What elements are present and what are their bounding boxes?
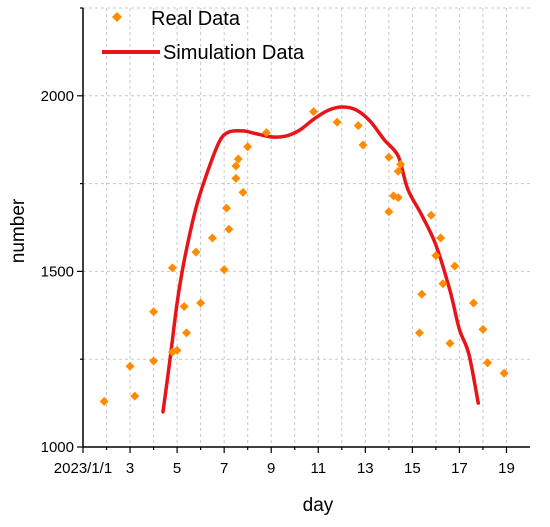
real-data-point: [231, 161, 241, 171]
legend: Real Data Simulation Data: [102, 8, 305, 64]
real-data-point: [182, 328, 192, 338]
simulation-line: [161, 105, 480, 414]
legend-real-data-marker: [112, 12, 122, 22]
x-tick-label: 5: [173, 460, 181, 477]
real-data-point: [358, 140, 368, 150]
real-data-point: [233, 154, 243, 164]
real-data-point: [219, 265, 229, 275]
real-data-point: [191, 247, 201, 257]
x-tick-label: 11: [310, 460, 326, 477]
simulation-data-line: [161, 105, 480, 414]
real-data-point: [243, 142, 253, 152]
real-data-point: [431, 251, 441, 261]
real-data-point: [384, 207, 394, 217]
real-data-point: [262, 128, 272, 138]
real-data-point: [179, 302, 189, 312]
y-tick-label: 2000: [41, 88, 74, 105]
real-data-point: [396, 159, 406, 169]
real-data-point: [238, 187, 248, 197]
real-data-point: [309, 107, 319, 117]
real-data-point: [149, 356, 159, 366]
x-tick-label: 9: [267, 460, 275, 477]
real-data-point: [149, 307, 159, 317]
real-data-point: [231, 173, 241, 183]
x-tick-label: 3: [126, 460, 134, 477]
real-data-point: [99, 396, 109, 406]
real-data-point: [224, 224, 234, 234]
real-data-point: [172, 345, 182, 355]
real-data-point: [222, 203, 232, 213]
x-tick-label: 15: [404, 460, 421, 477]
grid: [83, 7, 530, 447]
real-data-point: [436, 233, 446, 243]
real-data-point: [438, 279, 448, 289]
y-tick-label: 1000: [41, 439, 74, 456]
real-data-point: [393, 166, 403, 176]
x-axis-title: day: [303, 495, 334, 516]
real-data-point: [483, 358, 493, 368]
legend-real-data-label: Real Data: [151, 8, 241, 30]
real-data-point: [445, 338, 455, 348]
x-tick-label: 2023/1/1: [54, 460, 112, 477]
real-data-point: [393, 193, 403, 203]
real-data-point: [130, 391, 140, 401]
real-data-point: [125, 361, 135, 371]
x-tick-label: 19: [498, 460, 515, 477]
real-data-point: [332, 117, 342, 127]
axes: [77, 7, 530, 453]
real-data-point: [450, 261, 460, 271]
legend-simulation-data-label: Simulation Data: [163, 42, 305, 64]
real-data-point: [196, 298, 206, 308]
x-tick-label: 13: [357, 460, 374, 477]
real-data-point: [417, 289, 427, 299]
real-data-point: [353, 121, 363, 131]
real-data-point: [478, 324, 488, 334]
y-axis-title: number: [8, 198, 29, 263]
real-data-point: [414, 328, 424, 338]
real-data-points: [99, 107, 509, 406]
real-data-point: [469, 298, 479, 308]
real-data-point: [207, 233, 217, 243]
x-tick-label: 7: [220, 460, 228, 477]
tick-labels: 2023/1/1 3 5 7 9 11 13 15 17 19 1000 1500 2000: [41, 88, 515, 477]
y-tick-label: 1500: [41, 263, 74, 280]
real-data-point: [499, 368, 509, 378]
x-tick-label: 17: [451, 460, 468, 477]
real-data-point: [426, 210, 436, 220]
real-data-point: [167, 263, 177, 273]
real-data-point: [384, 152, 394, 162]
